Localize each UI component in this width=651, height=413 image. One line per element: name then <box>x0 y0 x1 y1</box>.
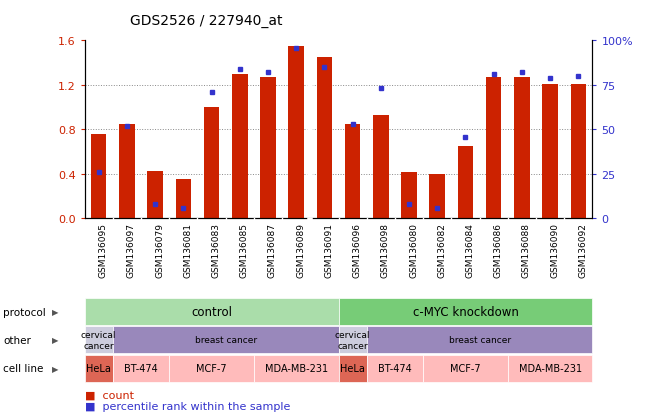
Text: ▶: ▶ <box>52 336 59 344</box>
Text: cervical
cancer: cervical cancer <box>81 330 117 350</box>
Text: c-MYC knockdown: c-MYC knockdown <box>413 306 518 318</box>
Bar <box>316 58 332 219</box>
Text: HeLa: HeLa <box>340 363 365 373</box>
Text: GSM136086: GSM136086 <box>493 223 503 278</box>
Bar <box>570 85 586 219</box>
Text: MDA-MB-231: MDA-MB-231 <box>265 363 327 373</box>
Text: MCF-7: MCF-7 <box>196 363 227 373</box>
Bar <box>430 174 445 219</box>
Text: MDA-MB-231: MDA-MB-231 <box>519 363 581 373</box>
Text: GSM136095: GSM136095 <box>99 223 107 278</box>
Text: GSM136089: GSM136089 <box>296 223 305 278</box>
Bar <box>91 135 107 219</box>
Text: GSM136080: GSM136080 <box>409 223 418 278</box>
Bar <box>542 85 558 219</box>
Text: protocol: protocol <box>3 307 46 317</box>
Text: GSM136092: GSM136092 <box>578 223 587 278</box>
Text: GSM136085: GSM136085 <box>240 223 249 278</box>
Bar <box>204 108 219 219</box>
Bar <box>373 116 389 219</box>
Bar <box>345 125 361 219</box>
Text: breast cancer: breast cancer <box>195 336 256 344</box>
Text: GSM136082: GSM136082 <box>437 223 446 278</box>
Text: GSM136081: GSM136081 <box>184 223 192 278</box>
Text: ▶: ▶ <box>52 308 59 316</box>
Text: control: control <box>191 306 232 318</box>
Bar <box>176 180 191 219</box>
Text: GSM136084: GSM136084 <box>465 223 475 278</box>
Bar <box>232 75 247 219</box>
Text: BT-474: BT-474 <box>124 363 158 373</box>
Text: ■  percentile rank within the sample: ■ percentile rank within the sample <box>85 401 290 411</box>
Bar <box>486 78 501 219</box>
Text: GSM136083: GSM136083 <box>212 223 221 278</box>
Text: GSM136088: GSM136088 <box>522 223 531 278</box>
Bar <box>458 147 473 219</box>
Text: cervical
cancer: cervical cancer <box>335 330 370 350</box>
Text: GSM136087: GSM136087 <box>268 223 277 278</box>
Text: GSM136098: GSM136098 <box>381 223 390 278</box>
Text: BT-474: BT-474 <box>378 363 412 373</box>
Text: GSM136091: GSM136091 <box>324 223 333 278</box>
Text: MCF-7: MCF-7 <box>450 363 481 373</box>
Bar <box>260 78 276 219</box>
Text: HeLa: HeLa <box>87 363 111 373</box>
Bar <box>119 125 135 219</box>
Text: breast cancer: breast cancer <box>449 336 510 344</box>
Text: GSM136096: GSM136096 <box>353 223 361 278</box>
Text: ■  count: ■ count <box>85 390 133 400</box>
Bar <box>401 172 417 219</box>
Text: GSM136090: GSM136090 <box>550 223 559 278</box>
Text: cell line: cell line <box>3 363 44 373</box>
Text: GSM136097: GSM136097 <box>127 223 136 278</box>
Text: ▶: ▶ <box>52 364 59 373</box>
Bar <box>514 78 530 219</box>
Text: other: other <box>3 335 31 345</box>
Bar <box>288 47 304 219</box>
Bar <box>147 171 163 219</box>
Text: GDS2526 / 227940_at: GDS2526 / 227940_at <box>130 14 283 28</box>
Text: GSM136079: GSM136079 <box>155 223 164 278</box>
